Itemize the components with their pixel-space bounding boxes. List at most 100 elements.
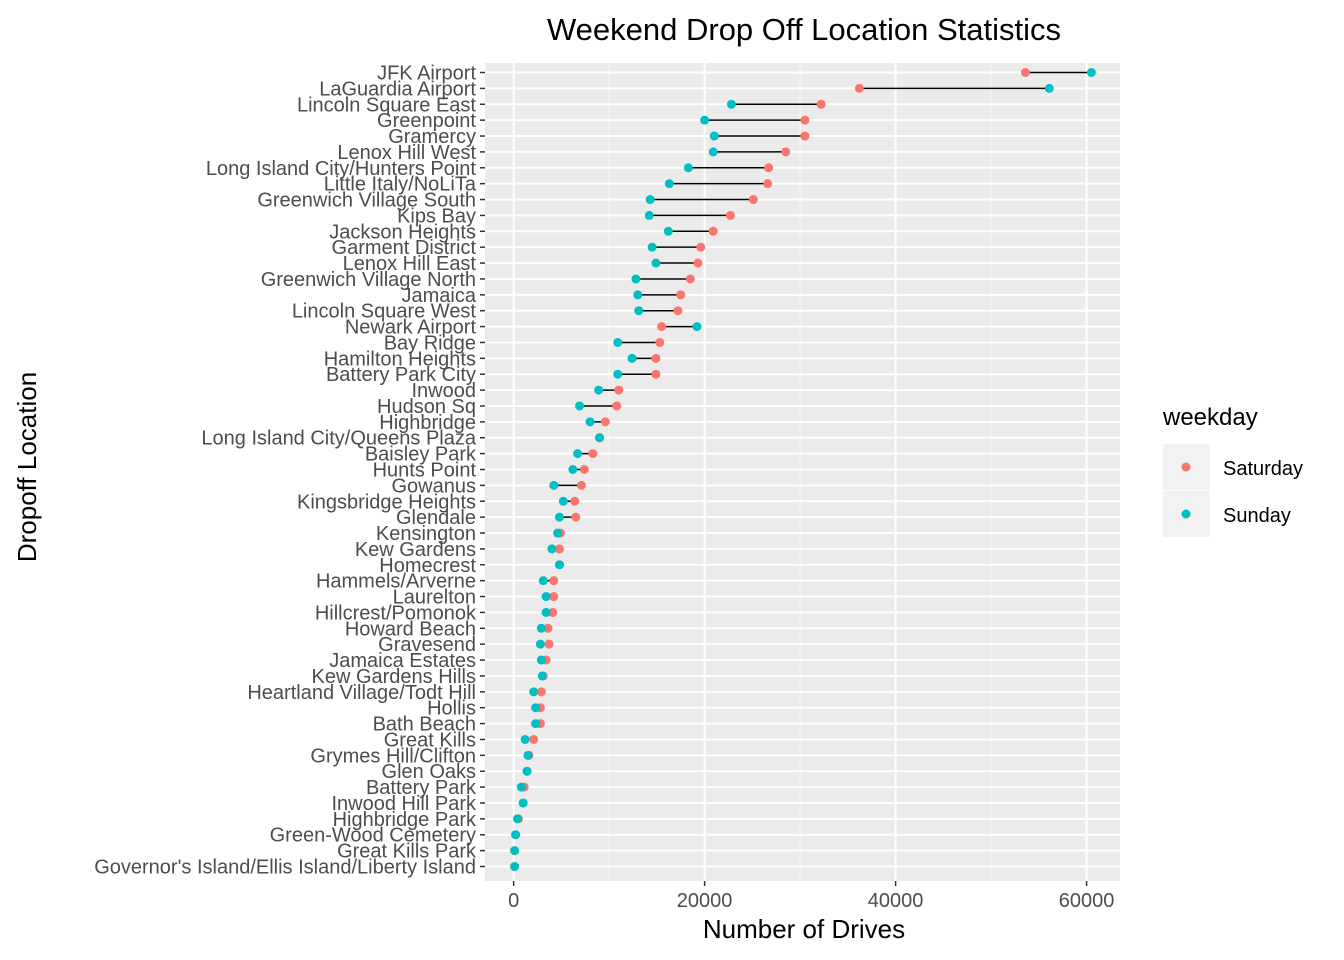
y-tick-label: Kingsbridge Heights bbox=[297, 491, 476, 513]
y-tick-label: Battery Park bbox=[366, 777, 477, 799]
legend-title: weekday bbox=[1162, 404, 1258, 431]
y-tick-label: Battery Park City bbox=[326, 364, 476, 386]
point-sunday bbox=[644, 210, 654, 220]
point-saturday bbox=[576, 480, 586, 490]
legend-key-saturday bbox=[1181, 462, 1191, 472]
y-tick-label: Howard Beach bbox=[345, 618, 476, 640]
point-sunday bbox=[568, 465, 578, 474]
point-sunday bbox=[531, 719, 541, 729]
point-saturday bbox=[536, 687, 546, 697]
y-tick-label: Garment District bbox=[332, 237, 477, 259]
point-saturday bbox=[549, 592, 559, 602]
point-sunday bbox=[651, 258, 661, 268]
point-saturday bbox=[570, 496, 580, 506]
y-tick-label: Jamaica Estates bbox=[329, 650, 476, 672]
point-saturday bbox=[763, 179, 773, 189]
point-saturday bbox=[612, 401, 622, 411]
y-tick-label: Hammels/Arverne bbox=[316, 571, 476, 593]
y-tick-label: Lenox Hill East bbox=[343, 253, 477, 275]
point-saturday bbox=[554, 544, 564, 554]
point-sunday bbox=[510, 846, 520, 856]
point-sunday bbox=[522, 766, 532, 776]
y-tick-label: Great Kills Park bbox=[337, 841, 477, 863]
point-saturday bbox=[651, 369, 661, 379]
point-saturday bbox=[651, 353, 661, 363]
y-tick-label: Homecrest bbox=[379, 555, 476, 577]
x-tick-labels: 0 20000 40000 60000 bbox=[508, 881, 1114, 912]
y-tick-label: Hollis bbox=[427, 698, 476, 720]
point-sunday bbox=[692, 322, 702, 332]
point-sunday bbox=[594, 385, 604, 395]
point-sunday bbox=[709, 131, 719, 141]
point-sunday bbox=[645, 195, 655, 205]
y-tick-label: Gravesend bbox=[378, 634, 476, 656]
y-tick-label: Highbridge Park bbox=[333, 809, 477, 831]
point-saturday bbox=[529, 734, 539, 744]
point-sunday bbox=[510, 862, 520, 871]
point-saturday bbox=[579, 465, 589, 474]
point-sunday bbox=[554, 512, 564, 522]
point-saturday bbox=[571, 512, 581, 522]
y-tick-label: Newark Airport bbox=[345, 317, 477, 339]
point-sunday bbox=[511, 830, 521, 840]
y-tick-label: Hamilton Heights bbox=[324, 348, 476, 370]
y-tick-label: Long Island City/Queens Plaza bbox=[201, 428, 476, 450]
y-tick-label: Jamaica bbox=[402, 285, 477, 307]
plot-panel bbox=[485, 63, 1120, 881]
y-tick-label: Hillcrest/Pomonok bbox=[315, 602, 477, 624]
y-tick-label: Inwood bbox=[412, 380, 477, 402]
point-sunday bbox=[1086, 68, 1096, 77]
point-saturday bbox=[548, 607, 558, 617]
legend-label-sunday: Sunday bbox=[1223, 505, 1291, 527]
y-tick-label: JFK Airport bbox=[377, 63, 476, 85]
point-sunday bbox=[531, 703, 541, 713]
point-saturday bbox=[543, 623, 553, 633]
y-tick-label: Jackson Heights bbox=[329, 221, 476, 243]
point-saturday bbox=[685, 274, 695, 284]
point-sunday bbox=[520, 734, 530, 744]
dumbbell-segments bbox=[517, 71, 1092, 820]
point-sunday bbox=[573, 449, 583, 459]
point-saturday bbox=[800, 115, 810, 125]
x-axis-title: Number of Drives bbox=[703, 914, 905, 944]
y-tick-label: Green-Wood Cemetery bbox=[270, 825, 476, 847]
y-tick-label: Laurelton bbox=[393, 587, 476, 609]
point-sunday bbox=[634, 306, 644, 316]
point-sunday bbox=[518, 798, 528, 808]
y-tick-label: Hunts Point bbox=[373, 460, 477, 482]
y-tick-label: Greenwich Village South bbox=[257, 190, 476, 212]
point-sunday bbox=[512, 814, 522, 824]
point-sunday bbox=[558, 496, 568, 506]
y-tick-label: Baisley Park bbox=[365, 444, 477, 466]
y-tick-label: Little Italy/NoLiTa bbox=[324, 174, 477, 196]
point-sunday bbox=[631, 274, 641, 284]
point-sunday bbox=[585, 417, 595, 427]
x-tick-label: 60000 bbox=[1059, 890, 1115, 912]
point-sunday bbox=[708, 147, 718, 157]
point-sunday bbox=[538, 576, 548, 586]
legend-label-saturday: Saturday bbox=[1223, 458, 1303, 480]
y-tick-label: Grymes Hill/Clifton bbox=[310, 745, 476, 767]
point-saturday bbox=[1020, 68, 1030, 77]
point-saturday bbox=[800, 131, 810, 141]
point-sunday bbox=[554, 560, 564, 570]
point-sunday bbox=[726, 99, 736, 109]
point-saturday bbox=[588, 449, 598, 459]
chart-title: Weekend Drop Off Location Statistics bbox=[547, 12, 1061, 47]
y-tick-label: Kips Bay bbox=[397, 205, 476, 227]
legend-key-sunday bbox=[1181, 509, 1191, 519]
point-saturday bbox=[696, 242, 706, 252]
point-sunday bbox=[535, 639, 545, 649]
y-tick-label: Long Island City/Hunters Point bbox=[206, 158, 477, 180]
point-sunday bbox=[683, 163, 693, 173]
point-saturday bbox=[655, 337, 665, 347]
point-saturday bbox=[676, 290, 686, 300]
point-sunday bbox=[575, 401, 585, 411]
point-sunday bbox=[536, 623, 546, 633]
point-sunday bbox=[516, 782, 526, 792]
point-saturday bbox=[854, 83, 864, 93]
y-tick-label: Lincoln Square West bbox=[292, 301, 477, 323]
point-sunday bbox=[664, 179, 674, 189]
point-sunday bbox=[613, 337, 623, 347]
